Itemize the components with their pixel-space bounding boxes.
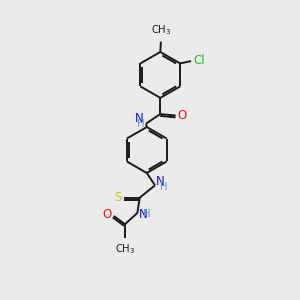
Text: N: N [139,208,147,221]
Text: H: H [136,119,144,129]
Text: O: O [102,208,111,221]
Text: H: H [143,209,151,219]
Text: Cl: Cl [194,54,205,67]
Text: S: S [114,191,122,204]
Text: CH$_3$: CH$_3$ [151,23,171,37]
Text: N: N [135,112,144,125]
Text: O: O [178,109,187,122]
Text: CH$_3$: CH$_3$ [115,242,135,256]
Text: H: H [160,182,168,191]
Text: N: N [156,175,164,188]
